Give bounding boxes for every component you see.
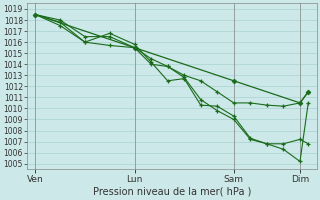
X-axis label: Pression niveau de la mer( hPa ): Pression niveau de la mer( hPa )	[92, 187, 251, 197]
